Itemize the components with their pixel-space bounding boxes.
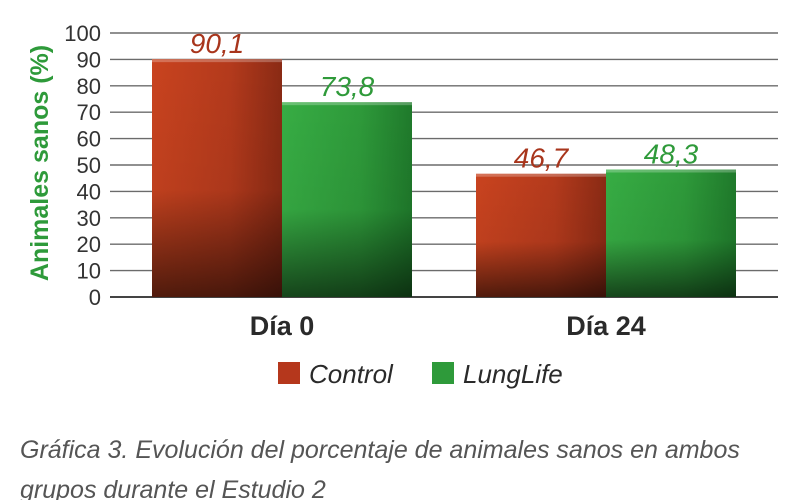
- y-tick-label: 30: [77, 206, 101, 231]
- bar-shading: [282, 102, 412, 297]
- data-label: 46,7: [514, 143, 570, 174]
- y-tick-label: 100: [64, 21, 101, 46]
- y-tick-label: 10: [77, 259, 101, 284]
- legend-swatch: [432, 362, 454, 384]
- bar-shading: [606, 169, 736, 297]
- y-tick-label: 70: [77, 100, 101, 125]
- legend-label: LungLife: [463, 359, 563, 389]
- data-label: 48,3: [644, 138, 699, 169]
- figure-caption: Gráfica 3. Evolución del porcentaje de a…: [20, 436, 740, 500]
- legend: Control LungLife: [278, 359, 563, 389]
- bar-shading: [152, 59, 282, 297]
- x-tick-label: Día 0: [250, 311, 315, 341]
- bar-highlight: [152, 59, 282, 63]
- x-axis-ticks: Día 0 Día 24: [250, 311, 646, 341]
- x-tick-label: Día 24: [566, 311, 646, 341]
- y-tick-label: 80: [77, 74, 101, 99]
- bars: [152, 59, 736, 297]
- legend-swatch: [278, 362, 300, 384]
- data-label: 90,1: [190, 28, 245, 59]
- bar-highlight: [606, 169, 736, 173]
- data-label: 73,8: [320, 71, 375, 102]
- bar-highlight: [282, 102, 412, 106]
- legend-label: Control: [309, 359, 394, 389]
- data-labels: 90,1 73,8 46,7 48,3: [190, 28, 699, 174]
- bar-highlight: [476, 173, 606, 177]
- y-tick-label: 0: [89, 285, 101, 310]
- y-tick-label: 20: [77, 232, 101, 257]
- y-tick-label: 40: [77, 179, 101, 204]
- bar-shading: [476, 173, 606, 297]
- y-axis-label: Animales sanos (%): [26, 45, 54, 281]
- y-tick-label: 50: [77, 153, 101, 178]
- y-tick-label: 90: [77, 47, 101, 72]
- y-tick-label: 60: [77, 127, 101, 152]
